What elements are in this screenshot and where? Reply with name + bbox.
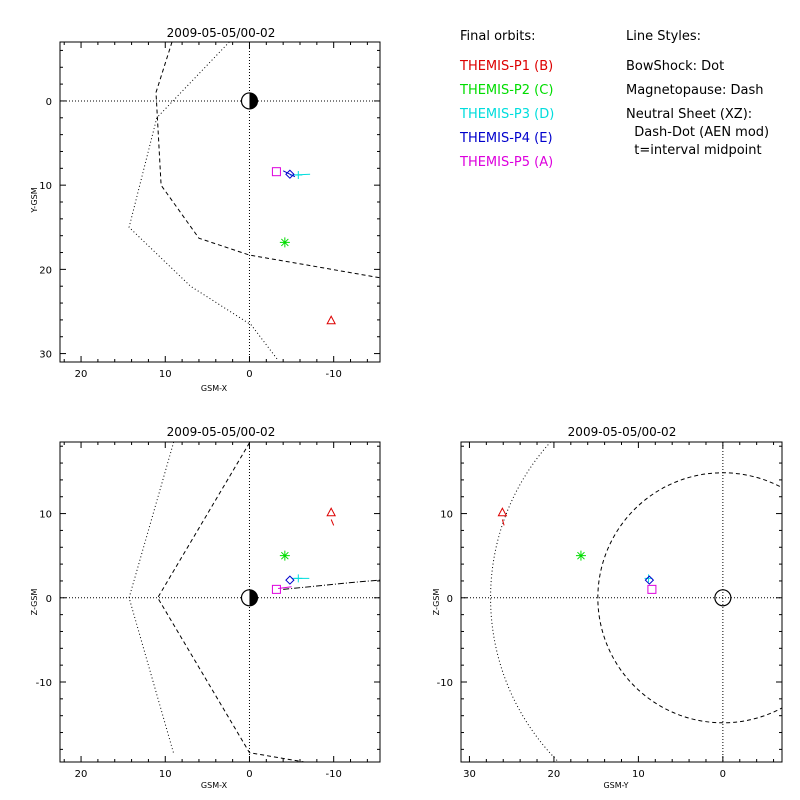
- y-axis-label: Z-GSM: [30, 589, 39, 616]
- x-tick-label: -10: [326, 369, 342, 380]
- magnetopause-curve: [157, 442, 305, 762]
- y-axis-label: Y-GSM: [30, 187, 39, 213]
- themis-p2-marker: [279, 237, 290, 248]
- themis-p4-marker: [285, 575, 295, 585]
- panel-gsm-xy: 2009-05-05/00-02 GSM-X Y-GSM 20 10 0 -10 0 10…: [30, 26, 381, 393]
- y-tick-label: -10: [437, 678, 453, 689]
- x-tick-label: 30: [463, 769, 476, 780]
- x-tick-label: 20: [75, 769, 88, 780]
- x-tick-label: -10: [326, 769, 342, 780]
- plot-content: [60, 442, 380, 762]
- x-tick-label: 0: [246, 369, 252, 380]
- themis-p2-marker: [279, 550, 290, 561]
- panel-title: 2009-05-05/00-02: [167, 26, 276, 40]
- style-neutral-sheet-detail: Dash-Dot (AEN mod): [626, 125, 769, 140]
- earth-icon: [714, 589, 732, 607]
- magnetopause-curve: [597, 472, 782, 724]
- themis-p3-marker: [294, 574, 303, 583]
- legend-entry-p5: THEMIS-P5 (A): [459, 155, 553, 170]
- x-axis-label: GSM-X: [201, 384, 228, 393]
- y-tick-label: 0: [447, 594, 453, 605]
- plot-frame: [460, 441, 783, 763]
- x-tick-label: 20: [75, 369, 88, 380]
- style-bowshock: BowShock: Dot: [626, 59, 724, 74]
- x-tick-label: 20: [548, 769, 561, 780]
- style-magnetopause: Magnetopause: Dash: [626, 83, 763, 98]
- themis-p5-marker: [647, 584, 657, 594]
- x-tick-label: 0: [720, 769, 726, 780]
- themis-p3-marker: [294, 171, 303, 180]
- plot-area: 30 20 10 0 -10 0 10: [437, 441, 783, 780]
- earth-night-side-icon: [249, 589, 258, 606]
- style-neutral-sheet: Neutral Sheet (XZ):: [626, 107, 752, 122]
- plot-frame: [59, 41, 381, 363]
- y-tick-label: 0: [46, 97, 52, 108]
- plot-frame: [59, 441, 381, 763]
- y-tick-label: 30: [39, 350, 52, 361]
- legend-entry-p1: THEMIS-P1 (B): [459, 59, 553, 74]
- themis-p1-marker: [497, 507, 508, 517]
- orbits-legend-title: Final orbits:: [460, 29, 536, 44]
- plot-area: 20 10 0 -10 0 10 20 30: [39, 41, 381, 380]
- panel-gsm-yz: 2009-05-05/00-02 GSM-Y Z-GSM 30 20 10 0 -10 0…: [432, 425, 783, 790]
- legend: Final orbits: THEMIS-P1 (B) THEMIS-P2 (C…: [459, 29, 769, 170]
- orbit-tail: [501, 519, 505, 526]
- panel-title: 2009-05-05/00-02: [568, 425, 677, 439]
- orbit-tail: [330, 519, 335, 526]
- themis-p1-marker: [326, 507, 336, 517]
- themis-p4-marker: [285, 169, 295, 179]
- plot-area: 20 10 0 -10 -10 0 10: [36, 441, 381, 780]
- y-tick-label: 20: [39, 265, 52, 276]
- themis-p4-marker: [644, 575, 655, 585]
- legend-entry-p2: THEMIS-P2 (C): [459, 83, 553, 98]
- bowshock-curve: [128, 442, 175, 754]
- x-axis-label: GSM-Y: [603, 781, 628, 790]
- panel-title: 2009-05-05/00-02: [167, 425, 276, 439]
- magnetopause-curve: [155, 42, 380, 279]
- neutral-sheet-curve: [283, 579, 380, 590]
- x-tick-label: 10: [632, 769, 645, 780]
- x-tick-label: 10: [159, 369, 172, 380]
- themis-p2-marker: [575, 550, 586, 561]
- plot-content: [60, 42, 380, 362]
- x-tick-label: 10: [159, 769, 172, 780]
- y-tick-label: 0: [46, 594, 52, 605]
- y-tick-label: 10: [39, 510, 52, 521]
- legend-entry-p4: THEMIS-P4 (E): [459, 131, 553, 146]
- legend-entry-p3: THEMIS-P3 (D): [459, 107, 554, 122]
- earth-night-side-icon: [249, 92, 258, 109]
- line-styles-title: Line Styles:: [626, 29, 701, 44]
- panel-gsm-xz: 2009-05-05/00-02 GSM-X Z-GSM 20 10 0 -10 -10…: [30, 425, 381, 790]
- y-tick-label: 10: [39, 181, 52, 192]
- y-tick-label: -10: [36, 678, 52, 689]
- x-axis-label: GSM-X: [201, 781, 228, 790]
- y-tick-label: 10: [440, 510, 453, 521]
- themis-p1-marker: [326, 315, 336, 325]
- themis-p5-marker: [271, 167, 281, 177]
- y-axis-label: Z-GSM: [432, 589, 441, 616]
- plot-content: [461, 442, 782, 762]
- themis-p5-marker: [271, 584, 281, 594]
- style-interval-note: t=interval midpoint: [626, 143, 762, 158]
- x-tick-label: 0: [246, 769, 252, 780]
- bowshock-curve: [128, 42, 279, 361]
